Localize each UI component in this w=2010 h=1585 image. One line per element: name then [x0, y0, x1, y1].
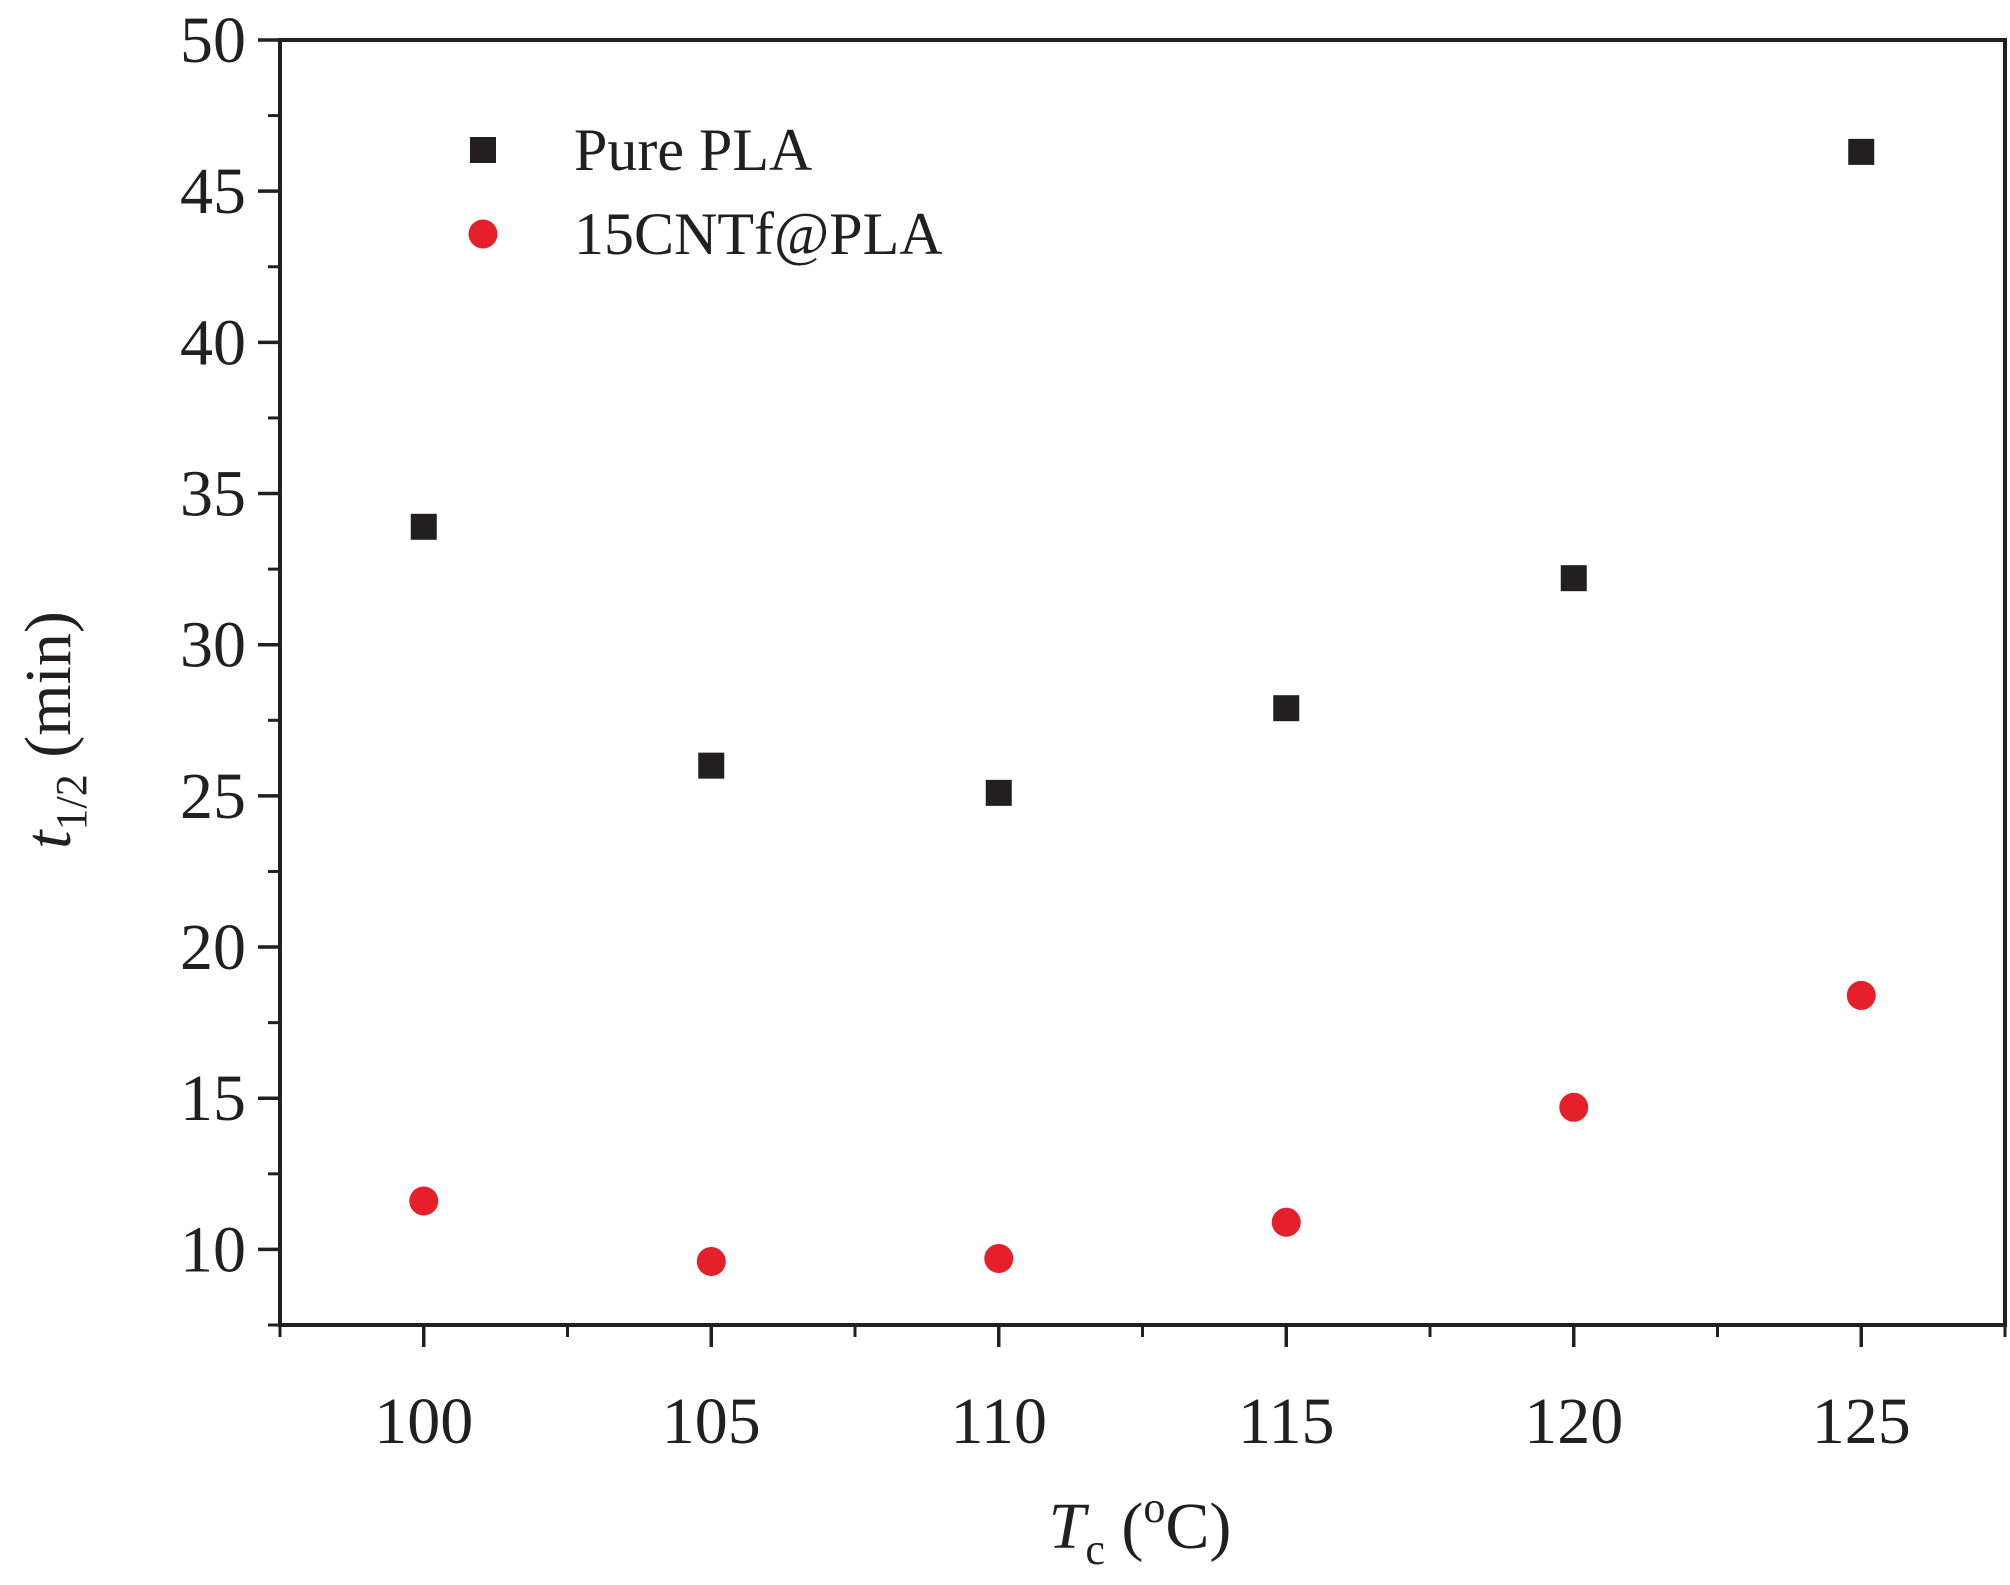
- data-point-square: [985, 779, 1012, 806]
- data-point-circle: [409, 1186, 439, 1216]
- x-axis-title-unit: C): [1165, 1490, 1231, 1563]
- data-point-square: [1848, 138, 1875, 165]
- legend-marker-circle: [468, 219, 498, 249]
- data-marks: [409, 138, 1876, 1277]
- data-point-square: [1273, 695, 1300, 722]
- y-tick-label: 25: [180, 760, 246, 833]
- y-tick-label: 40: [180, 306, 246, 379]
- y-tick-label: 50: [180, 4, 246, 77]
- plot-frame: [278, 38, 2007, 1327]
- data-point-circle: [1559, 1092, 1589, 1122]
- x-tick-label: 120: [1524, 1385, 1623, 1458]
- y-tick-label: 35: [180, 458, 246, 531]
- x-axis-title: Tc (oC): [1049, 1483, 1232, 1574]
- x-axis-title-symbol: T: [1049, 1490, 1090, 1563]
- x-tick-label: 105: [662, 1385, 761, 1458]
- x-tick-label: 115: [1238, 1385, 1335, 1458]
- data-point-circle: [1271, 1207, 1301, 1237]
- y-tick-label: 20: [180, 911, 246, 984]
- x-tick-label: 125: [1812, 1385, 1911, 1458]
- y-axis-title: t1/2 (min): [12, 611, 96, 849]
- legend-label: Pure PLA: [574, 117, 812, 183]
- data-point-circle: [984, 1243, 1014, 1273]
- ticks-layer: 10 15 20 25 30 35 40 45 50 100 105 110 115 120 125: [180, 4, 2007, 1458]
- y-tick-label: 30: [180, 609, 246, 682]
- y-axis-title-subscript: 1/2: [47, 774, 96, 830]
- legend-label: 15CNTf@PLA: [574, 201, 943, 267]
- y-axis-title-unit: (min): [12, 611, 85, 774]
- data-point-square: [1560, 565, 1587, 592]
- y-tick-label: 15: [180, 1062, 246, 1135]
- y-tick-label: 10: [180, 1213, 246, 1286]
- legend: Pure PLA 15CNTf@PLA: [468, 117, 943, 267]
- data-point-square: [698, 752, 725, 779]
- x-axis-title-superscript: o: [1143, 1483, 1165, 1532]
- x-tick-label: 110: [950, 1385, 1047, 1458]
- data-point-circle: [696, 1247, 726, 1277]
- x-tick-label: 100: [374, 1385, 473, 1458]
- x-axis-title-subscript: c: [1085, 1525, 1105, 1574]
- x-axis-title-open: (: [1105, 1490, 1143, 1563]
- legend-marker-square: [470, 137, 496, 163]
- data-point-circle: [1846, 980, 1876, 1010]
- data-point-square: [410, 513, 437, 540]
- y-axis-title-symbol: t: [12, 829, 85, 849]
- y-tick-label: 45: [180, 155, 246, 228]
